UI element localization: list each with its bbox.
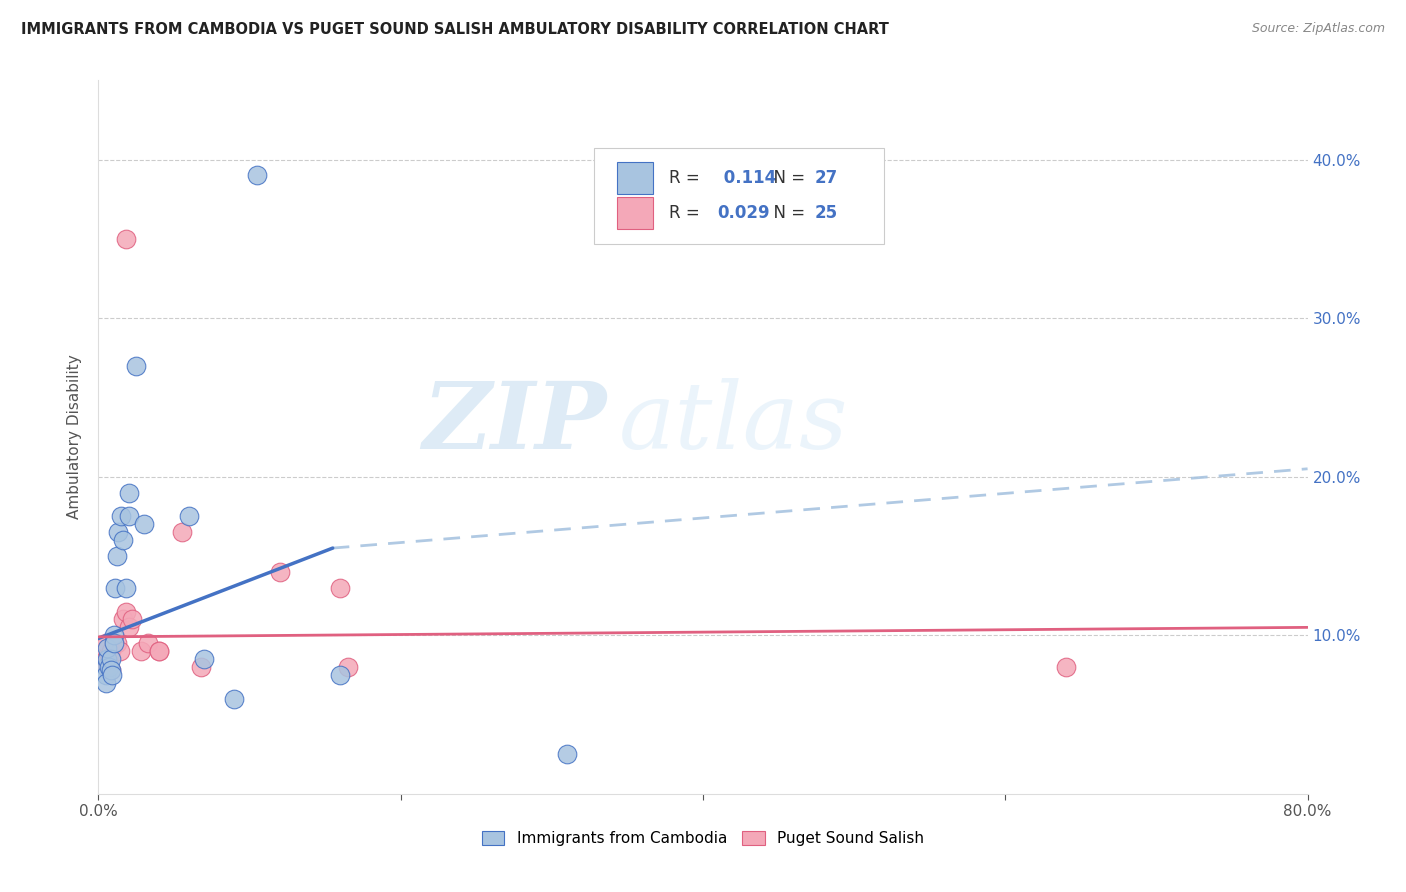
Text: ZIP: ZIP — [422, 378, 606, 467]
Point — [103, 636, 125, 650]
Point — [118, 485, 141, 500]
Point — [114, 232, 136, 246]
Point — [118, 620, 141, 634]
Point — [125, 359, 148, 373]
Point — [114, 605, 136, 619]
Point — [96, 640, 118, 655]
Point — [246, 169, 269, 183]
Text: N =: N = — [763, 204, 811, 222]
Point — [193, 652, 215, 666]
Point — [98, 652, 121, 666]
Point — [110, 509, 132, 524]
Point — [94, 652, 117, 666]
Point — [105, 636, 128, 650]
Point — [101, 668, 124, 682]
Text: N =: N = — [763, 169, 811, 187]
Text: 0.029: 0.029 — [717, 204, 770, 222]
FancyBboxPatch shape — [617, 197, 654, 228]
Point — [1054, 660, 1077, 674]
Point — [94, 668, 117, 682]
Point — [224, 691, 246, 706]
Point — [148, 644, 170, 658]
Point — [107, 525, 129, 540]
Point — [336, 660, 359, 674]
Point — [329, 668, 352, 682]
Text: 25: 25 — [814, 204, 838, 222]
FancyBboxPatch shape — [595, 148, 884, 244]
Point — [132, 517, 155, 532]
Text: IMMIGRANTS FROM CAMBODIA VS PUGET SOUND SALISH AMBULATORY DISABILITY CORRELATION: IMMIGRANTS FROM CAMBODIA VS PUGET SOUND … — [21, 22, 889, 37]
Text: atlas: atlas — [619, 378, 848, 467]
Point — [111, 612, 134, 626]
Text: R =: R = — [669, 169, 706, 187]
Y-axis label: Ambulatory Disability: Ambulatory Disability — [67, 355, 83, 519]
Point — [118, 509, 141, 524]
Point — [329, 581, 352, 595]
Point — [94, 676, 117, 690]
Point — [93, 644, 115, 658]
FancyBboxPatch shape — [617, 162, 654, 194]
Point — [103, 636, 125, 650]
Point — [148, 644, 170, 658]
Text: 27: 27 — [814, 169, 838, 187]
Point — [94, 636, 117, 650]
Point — [269, 565, 291, 579]
Point — [100, 644, 122, 658]
Point — [96, 660, 118, 674]
Point — [114, 581, 136, 595]
Point — [103, 628, 125, 642]
Point — [96, 652, 118, 666]
Point — [555, 747, 578, 762]
Point — [129, 644, 152, 658]
Point — [100, 663, 122, 677]
Point — [121, 612, 143, 626]
Text: R =: R = — [669, 204, 706, 222]
Text: 0.114: 0.114 — [717, 169, 776, 187]
Legend: Immigrants from Cambodia, Puget Sound Salish: Immigrants from Cambodia, Puget Sound Sa… — [474, 823, 932, 854]
Point — [108, 644, 131, 658]
Point — [94, 660, 117, 674]
Point — [104, 581, 127, 595]
Point — [111, 533, 134, 548]
Point — [105, 549, 128, 563]
Point — [98, 660, 121, 674]
Point — [179, 509, 201, 524]
Point — [170, 525, 193, 540]
Point — [100, 663, 122, 677]
Point — [190, 660, 212, 674]
Point — [136, 636, 159, 650]
Text: Source: ZipAtlas.com: Source: ZipAtlas.com — [1251, 22, 1385, 36]
Point — [100, 652, 122, 666]
